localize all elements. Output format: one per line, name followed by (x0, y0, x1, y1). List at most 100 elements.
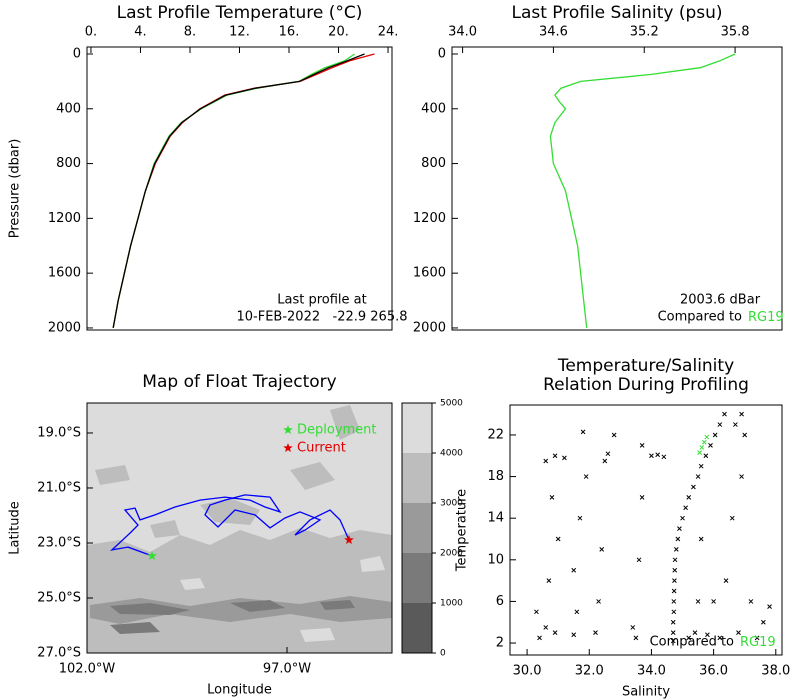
scatter-point (543, 625, 549, 630)
y-tick-label: 25.0°S (37, 590, 81, 605)
x-tick-label: 38.0 (761, 664, 790, 679)
profile-line (112, 53, 365, 329)
colorbar-cell (402, 403, 432, 453)
x-tick-label: 24. (378, 25, 399, 40)
x-tick-label: 35.2 (630, 25, 659, 40)
scatter-point (695, 474, 701, 479)
x-tick-label: 34.0 (448, 25, 477, 40)
x-tick-label: 36.0 (699, 664, 728, 679)
x-tick-label: 16. (279, 25, 300, 40)
legend-marker (283, 425, 293, 434)
x-tick-label: 8. (184, 25, 196, 40)
y-tick-label: 400 (56, 101, 81, 116)
scatter-point (717, 422, 723, 427)
scatter-point (695, 599, 701, 604)
annotation: Compared to (658, 310, 742, 325)
scatter-point (596, 599, 601, 604)
trajectory-line (109, 494, 350, 557)
y-tick-label: 21.0°S (37, 480, 81, 495)
y-tick-label: 10 (487, 552, 504, 567)
x-tick-label: 4. (134, 25, 146, 40)
scatter-point (698, 536, 704, 542)
x-axis-label: Longitude (207, 683, 272, 698)
colorbar-cell (402, 553, 432, 603)
scatter-point (630, 625, 636, 630)
annotation: Last profile at (277, 293, 366, 308)
annotation: 2003.6 dBar (680, 293, 761, 308)
scatter-point (729, 515, 735, 521)
chart-title: Relation During Profiling (543, 375, 749, 395)
colorbar-tick-label: 5000 (440, 399, 463, 409)
colorbar-frame (401, 402, 433, 654)
chart-title: Map of Float Trajectory (142, 372, 336, 392)
chart-title: Temperature/Salinity (557, 356, 734, 376)
scatter-point (748, 599, 754, 604)
y-tick-label: 400 (421, 101, 446, 116)
plot-frame (86, 402, 393, 654)
position-marker (147, 550, 157, 560)
scatter-point (574, 609, 580, 615)
scatter-point (703, 453, 709, 459)
plot-frame (451, 46, 783, 331)
annotation-highlight: RG19 (748, 310, 784, 325)
scatter-point (722, 411, 727, 417)
scatter-point (739, 474, 744, 479)
scatter-point (639, 495, 645, 500)
scatter-point (555, 536, 561, 542)
bathy-patch (95, 405, 360, 538)
y-axis-label: Pressure (dbar) (8, 139, 23, 239)
scatter-point (672, 557, 678, 563)
scatter-point (593, 630, 598, 635)
scatter-point (552, 453, 558, 459)
y-tick-label: 800 (56, 156, 81, 171)
scatter-point (552, 630, 558, 635)
y-tick-label: 23.0°S (37, 535, 81, 550)
scatter-point (571, 567, 577, 573)
y-tick-label: 1200 (48, 211, 81, 226)
plot-frame (86, 46, 393, 331)
scatter-point (543, 458, 549, 464)
scatter-point (636, 557, 642, 563)
legend-label: Deployment (297, 423, 377, 438)
scatter-point (661, 454, 667, 460)
colorbar-tick-label: 1000 (440, 599, 463, 609)
scatter-point (680, 515, 685, 521)
scatter-point (655, 452, 661, 458)
scatter-point (639, 443, 645, 448)
scatter-point (686, 635, 692, 641)
x-tick-label: 35.8 (721, 25, 750, 40)
annotation-highlight: RG19 (740, 635, 776, 650)
x-tick-label: 20. (328, 25, 349, 40)
scatter-point (675, 536, 681, 542)
bathy-deep-patch (180, 556, 385, 642)
scatter-point (717, 635, 723, 641)
scatter-point (580, 429, 586, 435)
scatter-point (697, 450, 702, 456)
scatter-point (599, 547, 605, 552)
bathy-ridge-core (110, 600, 355, 634)
x-tick-label: 0. (85, 25, 97, 40)
y-axis-label: Latitude (8, 501, 23, 555)
scatter-point (649, 453, 654, 459)
scatter-point (633, 635, 639, 641)
scatter-point (711, 599, 716, 604)
scatter-point (692, 630, 698, 635)
profile-line (112, 53, 355, 329)
bathy-shelf (87, 528, 392, 653)
legend-marker (283, 443, 293, 452)
annotation: 10-FEB-2022 -22.9 265.8 (237, 310, 408, 325)
scatter-point (562, 455, 567, 461)
chart-title: Last Profile Temperature (°C) (117, 3, 363, 23)
y-tick-label: 14 (487, 511, 504, 526)
scatter-point (699, 445, 705, 450)
x-tick-label: 97.0°W (263, 662, 311, 677)
scatter-point (754, 635, 760, 641)
scatter-point (673, 547, 679, 552)
scatter-point (671, 599, 677, 604)
scatter-point (611, 432, 617, 438)
y-tick-label: 1200 (413, 211, 446, 226)
scatter-point (671, 609, 677, 615)
profile-line (112, 53, 375, 329)
scatter-point (549, 495, 555, 500)
scatter-point (577, 515, 583, 521)
